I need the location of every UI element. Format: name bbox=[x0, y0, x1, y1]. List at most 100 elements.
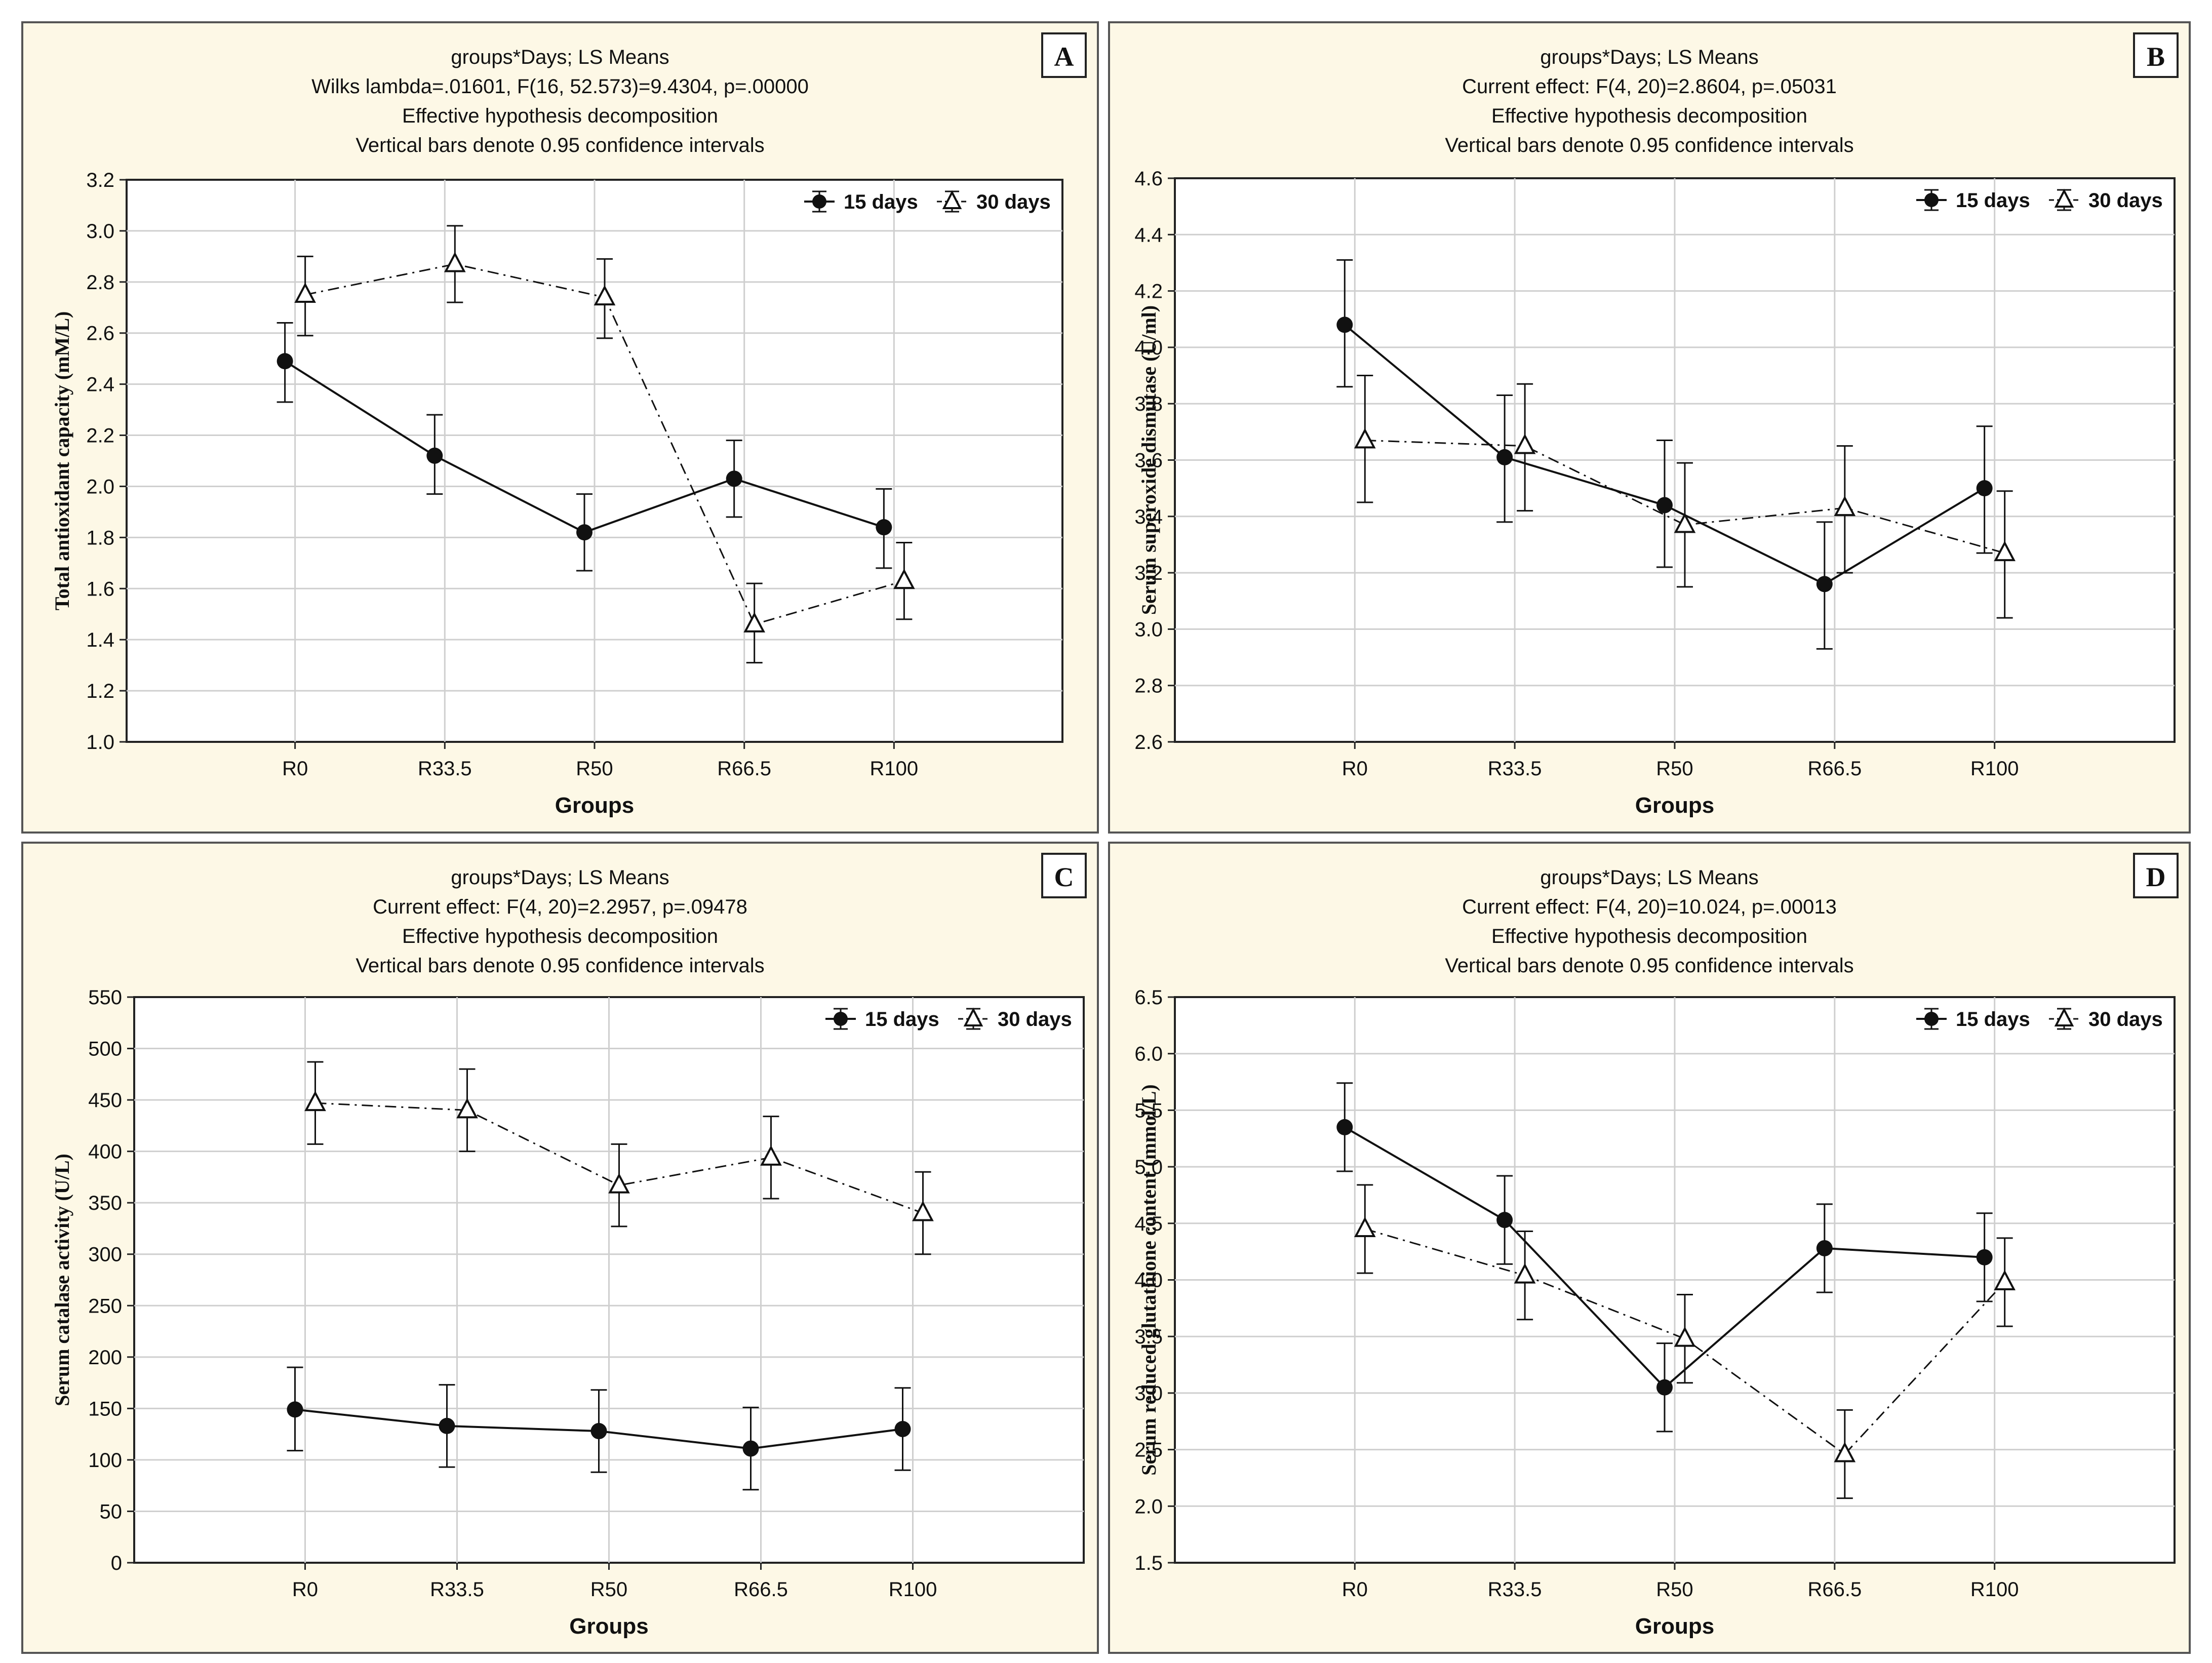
data-point-15-days bbox=[1336, 1119, 1353, 1135]
legend-label-30-days: 30 days bbox=[2088, 189, 2163, 212]
data-point-15-days bbox=[1496, 449, 1513, 465]
series-30-days bbox=[294, 225, 915, 664]
data-point-15-days bbox=[590, 1423, 607, 1440]
chart-title-line: Vertical bars denote 0.95 confidence int… bbox=[356, 134, 764, 156]
data-point-30-days bbox=[304, 1090, 326, 1112]
chart-title-line: Current effect: F(4, 20)=2.2957, p=.0947… bbox=[373, 896, 747, 918]
data-point-15-days bbox=[726, 470, 742, 487]
legend-marker-15-days bbox=[1924, 1012, 1939, 1026]
data-point-15-days bbox=[876, 519, 892, 536]
y-tick-label: 3.4 bbox=[1134, 506, 1163, 528]
legend-marker-15-days bbox=[834, 1012, 848, 1026]
x-axis-label: Groups bbox=[1635, 1614, 1714, 1639]
x-tick-label: R0 bbox=[282, 758, 308, 780]
x-axis-label: Groups bbox=[555, 793, 634, 818]
data-point-15-days bbox=[1656, 1379, 1673, 1396]
y-tick-label: 3.0 bbox=[1134, 618, 1163, 641]
y-tick-label: 150 bbox=[88, 1398, 122, 1420]
y-tick-label: 2.2 bbox=[86, 425, 114, 447]
y-tick-label: 3.2 bbox=[1134, 562, 1163, 584]
y-tick-label: 1.5 bbox=[1134, 1552, 1163, 1574]
y-axis-label: Serum reduced glutathione content (mmol/… bbox=[1137, 1084, 1160, 1476]
y-tick-label: 3.0 bbox=[1134, 1382, 1163, 1405]
chart-title-line: Effective hypothesis decomposition bbox=[1491, 925, 1807, 947]
y-tick-label: 2.0 bbox=[1134, 1495, 1163, 1518]
data-point-15-days bbox=[276, 353, 293, 370]
series-line bbox=[1364, 1228, 2005, 1455]
legend-marker-15-days bbox=[812, 194, 826, 209]
chart-title-line: Current effect: F(4, 20)=10.024, p=.0001… bbox=[1462, 896, 1837, 918]
y-axis-label: Total antioxidant capacity (mM/L) bbox=[51, 311, 73, 611]
series-line bbox=[315, 1102, 924, 1214]
x-tick-label: R50 bbox=[576, 758, 613, 780]
chart-title-line: groups*Days; LS Means bbox=[451, 866, 669, 889]
x-tick-label: R100 bbox=[1970, 1578, 2019, 1601]
panel-letter: C bbox=[1054, 862, 1074, 892]
chart-title-line: Effective hypothesis decomposition bbox=[402, 925, 718, 947]
data-point-15-days bbox=[439, 1417, 455, 1434]
panel-letter-box bbox=[1041, 32, 1087, 78]
data-point-15-days bbox=[1336, 316, 1353, 333]
data-point-15-days bbox=[1816, 1240, 1833, 1256]
y-tick-label: 450 bbox=[88, 1089, 122, 1112]
y-tick-label: 1.8 bbox=[86, 527, 114, 549]
series-30-days bbox=[1354, 1184, 2016, 1499]
y-tick-label: 100 bbox=[88, 1449, 122, 1472]
series-30-days bbox=[304, 1061, 934, 1255]
x-tick-label: R66.5 bbox=[717, 758, 771, 780]
data-point-30-days bbox=[1354, 1216, 1376, 1237]
data-point-15-days bbox=[1816, 576, 1833, 592]
data-point-30-days bbox=[760, 1145, 782, 1166]
y-tick-label: 50 bbox=[100, 1500, 123, 1523]
x-tick-label: R50 bbox=[1656, 1578, 1693, 1601]
data-point-30-days bbox=[294, 282, 316, 303]
x-tick-label: R50 bbox=[1656, 758, 1693, 780]
legend-label-15-days: 15 days bbox=[865, 1008, 939, 1031]
chart-title-line: Wilks lambda=.01601, F(16, 52.573)=9.430… bbox=[311, 75, 809, 98]
x-tick-label: R0 bbox=[292, 1578, 318, 1601]
legend-label-30-days: 30 days bbox=[976, 191, 1051, 213]
x-tick-label: R0 bbox=[1342, 758, 1368, 780]
y-axis-label: Serum superoxide dismutase (U/ml) bbox=[1137, 305, 1160, 615]
y-tick-label: 500 bbox=[88, 1038, 122, 1060]
y-tick-label: 4.0 bbox=[1134, 337, 1163, 359]
y-tick-label: 4.4 bbox=[1134, 224, 1163, 246]
panel-letter-box bbox=[2133, 32, 2179, 78]
legend-label-15-days: 15 days bbox=[1956, 1008, 2030, 1031]
legend: 15 days 30 days bbox=[1916, 1007, 2163, 1031]
panel-letter-box bbox=[2133, 853, 2179, 898]
chart-title-line: groups*Days; LS Means bbox=[451, 46, 669, 68]
data-point-15-days bbox=[426, 447, 443, 464]
y-tick-label: 2.6 bbox=[86, 323, 114, 345]
y-tick-label: 3.2 bbox=[86, 169, 114, 191]
y-tick-label: 400 bbox=[88, 1141, 122, 1163]
data-point-15-days bbox=[1976, 1249, 1993, 1265]
data-point-30-days bbox=[1514, 433, 1536, 454]
data-point-30-days bbox=[893, 568, 915, 589]
y-tick-label: 6.0 bbox=[1134, 1043, 1163, 1065]
chart-title-line: Effective hypothesis decomposition bbox=[1491, 105, 1807, 127]
legend-marker-30-days bbox=[942, 190, 962, 209]
data-point-15-days bbox=[287, 1401, 303, 1418]
data-point-30-days bbox=[608, 1173, 630, 1194]
legend-label-30-days: 30 days bbox=[2088, 1008, 2163, 1031]
chart-title-line: Vertical bars denote 0.95 confidence int… bbox=[1445, 955, 1853, 977]
legend-marker-30-days bbox=[963, 1007, 983, 1026]
legend: 15 days 30 days bbox=[825, 1007, 1072, 1031]
x-tick-label: R100 bbox=[889, 1578, 937, 1601]
y-tick-label: 1.4 bbox=[86, 629, 114, 651]
data-point-30-days bbox=[1834, 495, 1856, 517]
y-tick-label: 350 bbox=[88, 1192, 122, 1214]
y-tick-label: 250 bbox=[88, 1295, 122, 1317]
x-tick-label: R33.5 bbox=[430, 1578, 484, 1601]
y-tick-label: 2.0 bbox=[86, 476, 114, 498]
y-tick-label: 2.8 bbox=[86, 271, 114, 294]
data-point-30-days bbox=[444, 252, 466, 272]
y-tick-label: 1.0 bbox=[86, 731, 114, 754]
y-tick-label: 2.6 bbox=[1134, 731, 1163, 754]
data-point-30-days bbox=[1834, 1442, 1856, 1462]
